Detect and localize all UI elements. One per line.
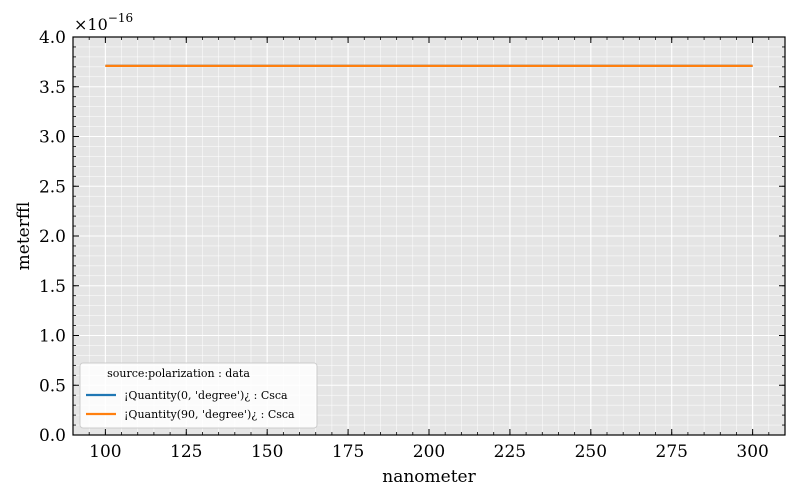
x-tick-label: 200 — [413, 442, 445, 462]
x-tick-labels: 100 125 150 175 200 225 250 275 300 — [89, 442, 769, 462]
x-tick-label: 150 — [251, 442, 283, 462]
x-tick-label: 125 — [170, 442, 202, 462]
legend-title: source:polarization : data — [107, 367, 250, 380]
y-tick-label: 0.5 — [39, 376, 66, 396]
y-offset-base: ×10 — [74, 15, 108, 34]
axis-ticks — [72, 36, 786, 436]
y-tick-label: 1.5 — [39, 277, 66, 297]
y-tick-labels: 0.0 0.5 1.0 1.5 2.0 2.5 3.0 3.5 4.0 — [39, 28, 66, 446]
legend-entry-label: ¡Quantity(90, 'degree')¿ : Csca — [124, 408, 295, 421]
y-tick-label: 3.0 — [39, 128, 66, 148]
y-tick-label: 0.0 — [39, 426, 66, 446]
y-tick-label: 2.0 — [39, 227, 66, 247]
legend-entry-label: ¡Quantity(0, 'degree')¿ : Csca — [124, 389, 288, 402]
y-tick-label: 3.5 — [39, 78, 66, 98]
x-tick-label: 100 — [89, 442, 121, 462]
legend-entries: ¡Quantity(0, 'degree')¿ : Csca ¡Quantity(… — [86, 389, 295, 421]
y-axis-offset-label: ×10−16 — [74, 11, 133, 34]
x-tick-label: 300 — [736, 442, 768, 462]
y-tick-label: 1.0 — [39, 327, 66, 347]
x-tick-label: 250 — [575, 442, 607, 462]
x-tick-label: 175 — [332, 442, 364, 462]
y-tick-label: 4.0 — [39, 28, 66, 48]
y-tick-label: 2.5 — [39, 177, 66, 197]
legend: source:polarization : data ¡Quantity(0, … — [79, 362, 318, 429]
x-tick-label: 275 — [656, 442, 688, 462]
legend-box — [79, 362, 318, 429]
x-axis-label: nanometer — [382, 467, 476, 487]
y-axis-label: meterffl — [14, 202, 34, 271]
y-offset-exponent: −16 — [108, 11, 133, 25]
x-tick-label: 225 — [494, 442, 526, 462]
